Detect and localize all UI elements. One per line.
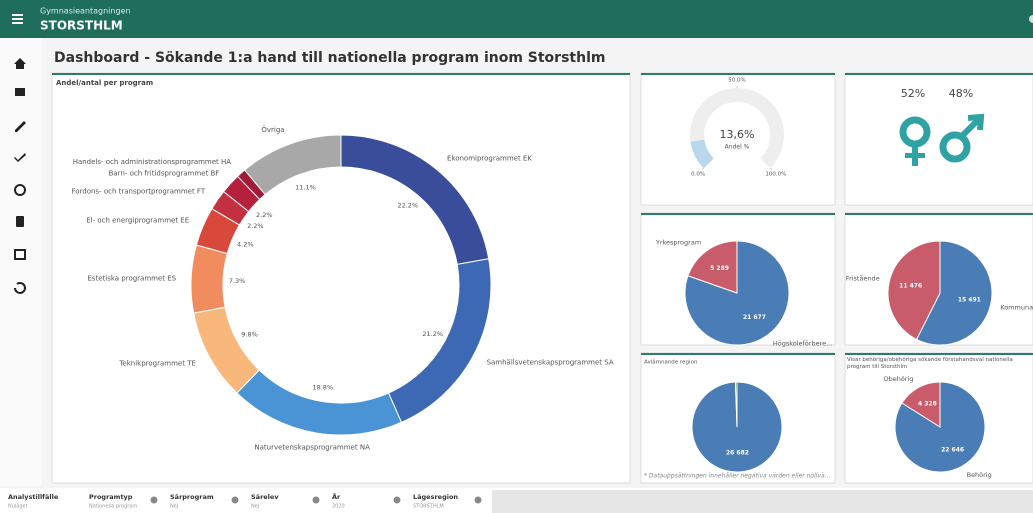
filter-clear[interactable] — [312, 496, 320, 504]
filter-value: Nej — [251, 504, 259, 510]
filter-label: Särelev — [251, 493, 279, 501]
category-label: Estetiska programmet ES — [87, 274, 176, 282]
filter-value: Nej — [170, 504, 178, 510]
filter-clear[interactable] — [150, 496, 158, 504]
value-label: 26 682 — [726, 450, 749, 457]
edit-icon[interactable] — [15, 121, 26, 132]
tick-label: 100.0% — [765, 171, 786, 177]
sheet-title: Dashboard - Sökande 1:a hand till nation… — [54, 50, 605, 66]
filter-label: År — [332, 492, 341, 501]
filter-value: Nationella program — [89, 504, 137, 510]
filter-clear[interactable] — [474, 496, 482, 504]
filter-clear[interactable] — [231, 496, 239, 504]
category-label: Obehörig — [883, 375, 913, 383]
category-label: Ekonomiprogrammet EK — [447, 155, 532, 163]
app-name: Gymnasieantagningen — [40, 7, 131, 16]
footnote: * Datauppsättningen innehåller negativa … — [644, 473, 830, 480]
panel-title: Visar behöriga/obehöriga sökande förstah… — [847, 357, 1013, 370]
check-icon[interactable] — [14, 153, 26, 162]
slice — [915, 240, 993, 346]
category-label: Teknikprogrammet TE — [118, 360, 196, 368]
tick-mark — [769, 167, 773, 171]
filter-clear[interactable] — [393, 496, 401, 504]
value-label: 11 476 — [899, 283, 922, 290]
value-label: 21 677 — [743, 314, 766, 321]
puzzle-icon[interactable] — [15, 88, 25, 96]
kpi-value: 48% — [949, 87, 973, 100]
value-label: 21.2% — [422, 330, 443, 338]
value-label: 22.2% — [397, 201, 418, 209]
value-label: 4.2% — [237, 240, 254, 248]
male-icon-arrow — [959, 113, 985, 139]
value-label: 2.2% — [247, 222, 264, 230]
filter-value: 2020 — [332, 504, 345, 510]
filter-label: Lägesregion — [413, 493, 458, 501]
value-label: 15 491 — [958, 296, 981, 303]
filter-value: Nuläget — [8, 504, 28, 510]
gauge-value-label: 13,6% — [720, 128, 755, 141]
book-icon[interactable] — [16, 216, 24, 227]
ban-icon[interactable] — [14, 184, 26, 196]
kpi-value: 52% — [901, 87, 925, 100]
category-label: Yrkesprogram — [655, 238, 701, 246]
filter-label: Särprogram — [170, 493, 214, 501]
menu-icon[interactable] — [12, 14, 23, 24]
value-label: 22 646 — [941, 446, 964, 453]
table-icon[interactable] — [14, 249, 26, 260]
filter-value: STORSTHLM — [413, 504, 444, 510]
org-name: STORSTHLM — [40, 19, 123, 33]
slice — [734, 381, 738, 428]
female-icon-bar — [905, 153, 925, 158]
category-label: Behörig — [967, 471, 992, 479]
slice — [887, 240, 941, 341]
category-label: El- och energiprogrammet EE — [86, 216, 189, 224]
filter-label: Analystillfälle — [8, 493, 59, 501]
gauge-label: Andel % — [725, 144, 750, 151]
value-label: 2.2% — [256, 211, 273, 219]
male-icon — [939, 131, 971, 163]
slice — [243, 134, 342, 196]
gauge-track — [690, 88, 784, 169]
category-label: Naturvetenskapsprogrammet NA — [254, 443, 370, 451]
category-label: Fristående — [846, 274, 880, 283]
category-label: Barn- och fritidsprogrammet BF — [109, 170, 220, 178]
category-label: Övriga — [261, 125, 284, 134]
slice — [684, 240, 790, 346]
female-icon — [899, 116, 931, 148]
value-label: 9.8% — [241, 331, 258, 339]
value-label: 11.1% — [295, 183, 316, 191]
panel-title: Avlämnande region — [644, 360, 698, 366]
header-button[interactable] — [1029, 15, 1033, 23]
slice — [190, 244, 228, 314]
category-label: Handels- och administrationsprogrammet H… — [73, 158, 232, 166]
header-bar — [0, 0, 1033, 38]
filter-area — [492, 490, 1033, 513]
category-label: Högskoleförbere... — [773, 340, 832, 348]
sidebar-icons — [14, 58, 26, 294]
panel — [844, 72, 1033, 206]
tick-mark — [701, 167, 705, 171]
sidebar — [0, 38, 42, 486]
category-label: Samhällsvetenskapsprogrammet SA — [487, 359, 614, 367]
home-icon[interactable] — [14, 58, 26, 69]
category-label: Fordons- och transportprogrammet FT — [71, 187, 205, 195]
panel-title-box: Visar behöriga/obehöriga sökande förstah… — [847, 357, 1013, 370]
category-label: Kommunal — [1000, 303, 1033, 311]
slice — [687, 240, 738, 294]
panel-title: Andel/antal per program — [56, 79, 153, 87]
value-label: 7.3% — [229, 277, 246, 285]
filter-label: Programtyp — [89, 493, 133, 501]
value-label: 4 328 — [918, 401, 937, 408]
tick-label: 50.0% — [728, 78, 745, 84]
history-icon[interactable] — [14, 282, 26, 294]
value-label: 18.8% — [312, 383, 333, 391]
value-label: 5 289 — [710, 265, 729, 272]
slice — [901, 381, 941, 428]
gauge-value — [690, 139, 714, 169]
tick-label: 0.0% — [691, 171, 705, 177]
